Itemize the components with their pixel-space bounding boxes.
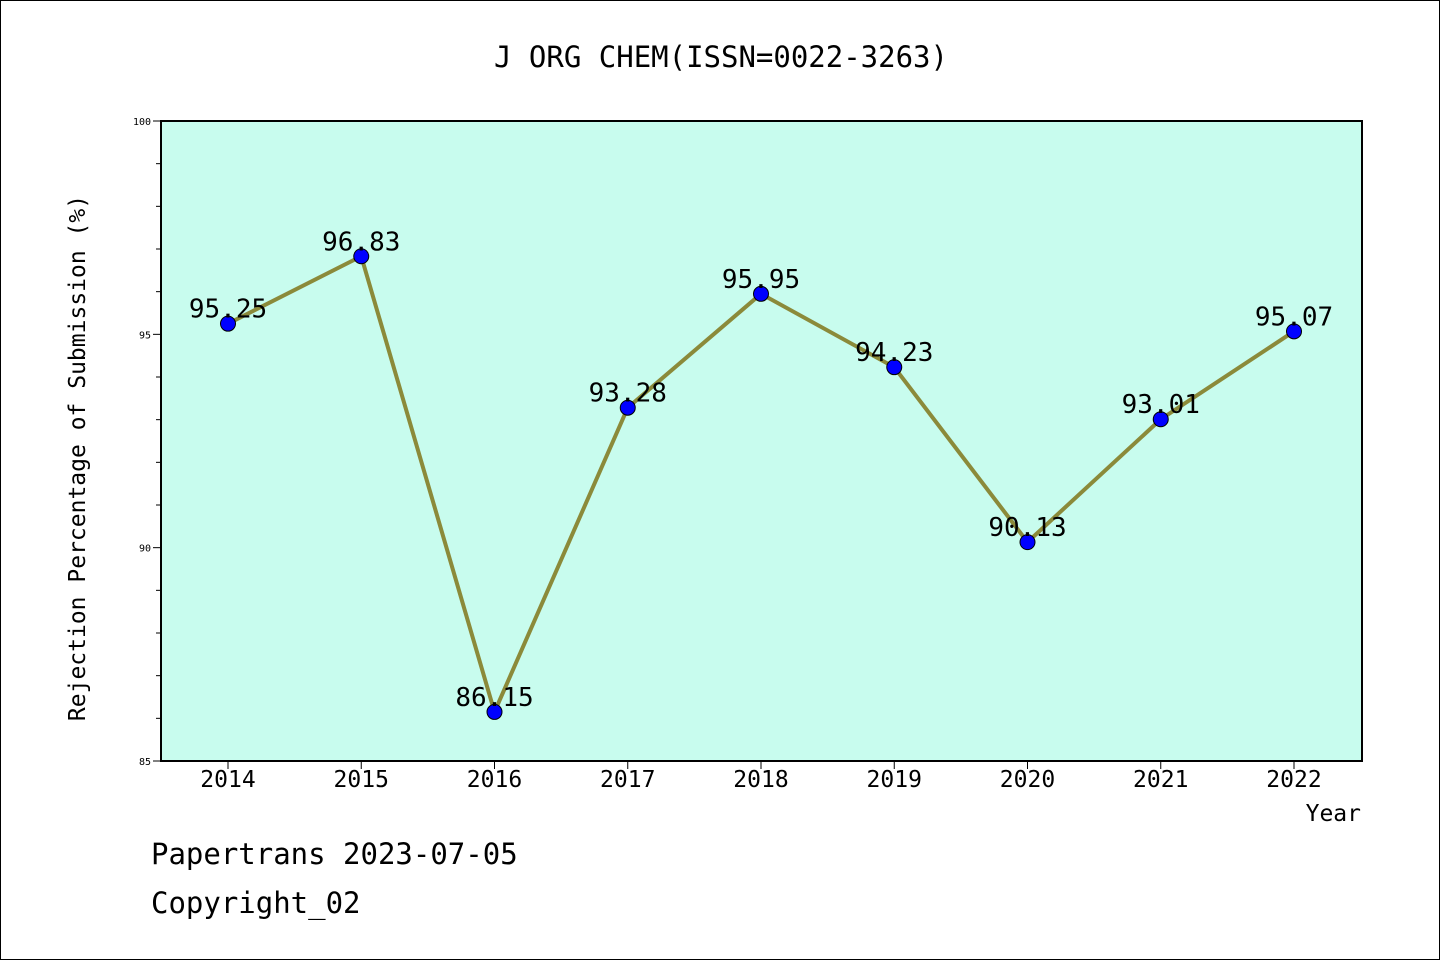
plot-area bbox=[160, 120, 1363, 762]
x-axis: 2014 2015 2016 2017 2018 2019 2020 2021 2022 bbox=[200, 761, 1322, 793]
data-point bbox=[886, 359, 903, 376]
x-tick-label: 2021 bbox=[1133, 767, 1188, 793]
y-axis: 85 90 95 100 bbox=[133, 117, 161, 768]
y-axis-label: Rejection Percentage of Submission (%) bbox=[65, 195, 91, 721]
chart-title: J ORG CHEM(ISSN=0022-3263) bbox=[494, 40, 948, 74]
data-point bbox=[353, 248, 370, 265]
x-tick-label: 2018 bbox=[733, 767, 788, 793]
y-tick-label: 95 bbox=[139, 330, 151, 341]
y-tick-label: 90 bbox=[139, 544, 151, 555]
data-label: 94.23 bbox=[855, 338, 933, 368]
data-point bbox=[619, 399, 636, 416]
x-tick-label: 2020 bbox=[1000, 767, 1055, 793]
data-label: 95.07 bbox=[1255, 302, 1333, 332]
data-point bbox=[220, 315, 236, 332]
data-label: 86.15 bbox=[455, 683, 533, 713]
data-label: 95.95 bbox=[722, 265, 800, 295]
x-tick-label: 2017 bbox=[600, 767, 655, 793]
data-label: 95.25 bbox=[189, 295, 267, 325]
data-label: 90.13 bbox=[988, 513, 1066, 543]
x-tick-label: 2022 bbox=[1266, 767, 1321, 793]
x-tick-label: 2014 bbox=[200, 767, 255, 793]
x-tick-label: 2019 bbox=[867, 767, 922, 793]
data-label: 93.01 bbox=[1122, 390, 1200, 420]
data-point bbox=[486, 703, 503, 720]
x-tick-label: 2015 bbox=[334, 767, 389, 793]
data-point bbox=[1152, 411, 1169, 428]
y-tick-label: 100 bbox=[133, 117, 151, 128]
footer-copyright: Copyright_02 bbox=[151, 886, 361, 920]
data-point bbox=[1286, 323, 1302, 340]
footer-publisher-date: Papertrans 2023-07-05 bbox=[151, 837, 518, 871]
data-label: 96.83 bbox=[322, 227, 400, 257]
data-point bbox=[753, 285, 769, 302]
y-tick-label: 85 bbox=[139, 757, 151, 768]
x-axis-label: Year bbox=[1306, 801, 1361, 827]
series-rejection-percentage: 95.25 96.83 86.15 93.28 95.95 94.23 90.13 93.01… bbox=[189, 227, 1333, 720]
data-point bbox=[1019, 534, 1036, 551]
x-tick-label: 2016 bbox=[467, 767, 522, 793]
data-label: 93.28 bbox=[589, 379, 667, 409]
